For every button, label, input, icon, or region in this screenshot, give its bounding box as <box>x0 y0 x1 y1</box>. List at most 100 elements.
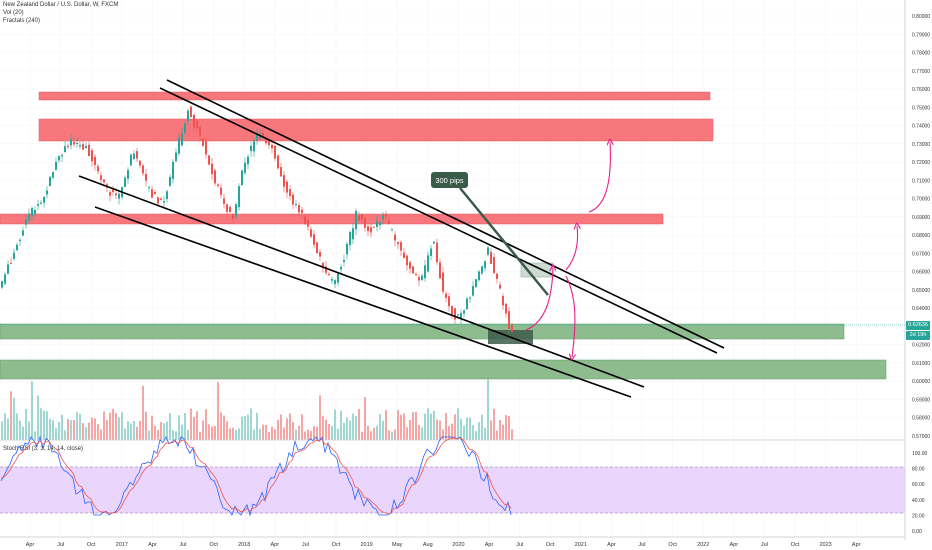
volume-bar <box>58 422 60 440</box>
time-tick-label: 2018 <box>238 542 250 548</box>
volume-bar <box>73 420 75 440</box>
candle-body <box>34 209 36 214</box>
resistance-zone-top[interactable] <box>38 91 711 101</box>
volume-bar <box>1 421 3 440</box>
candle-body <box>43 196 45 203</box>
volume-bar <box>439 420 441 440</box>
support-zone-lower[interactable] <box>0 359 887 380</box>
volume-bar <box>49 419 51 440</box>
candle-body <box>457 314 459 316</box>
candle-body <box>1 281 3 288</box>
candle-body <box>412 266 414 274</box>
candle-body <box>88 144 90 157</box>
volume-bar <box>145 411 147 440</box>
candle-body <box>394 234 396 241</box>
volume-bar <box>337 428 339 440</box>
candle-body <box>409 262 411 269</box>
volume-bar <box>436 419 438 440</box>
target-box[interactable] <box>520 262 554 278</box>
resistance-zone-upper[interactable] <box>38 118 714 142</box>
candle-body <box>256 133 258 141</box>
volume-bar <box>475 431 477 440</box>
volume-bar <box>361 431 363 440</box>
candle-body <box>58 156 60 161</box>
volume-bar <box>172 430 174 440</box>
candle-body <box>295 204 297 206</box>
fractals-indicator-label[interactable]: Fractals (240) <box>3 18 41 24</box>
volume-bar <box>460 418 462 440</box>
candle-body <box>145 174 147 181</box>
stoch-rsi-d-line <box>0 437 512 515</box>
candle-body <box>127 170 129 179</box>
volume-bar <box>505 414 507 440</box>
volume-bar <box>166 421 168 440</box>
volume-bar <box>316 426 318 440</box>
volume-bar <box>487 379 489 440</box>
arrow-down-retest <box>565 275 575 357</box>
candle-body <box>439 262 441 279</box>
volume-bar <box>151 415 153 440</box>
volume-bar <box>34 431 36 440</box>
volume-bar <box>217 382 219 440</box>
time-tick-label: Jul <box>761 542 768 548</box>
candle-body <box>61 155 63 157</box>
lower-channel-line-1[interactable] <box>78 175 645 388</box>
candle-body <box>187 110 189 122</box>
volume-bar <box>13 397 15 440</box>
candle-body <box>241 170 243 185</box>
upper-channel-line-2[interactable] <box>159 87 718 354</box>
price-axis[interactable]: 0.80000 0.79000 0.78000 0.77000 0.76000 0.750… <box>912 14 930 440</box>
price-tick-label: 0.60000 <box>912 379 930 385</box>
candle-body <box>112 189 114 193</box>
candle-body <box>160 198 162 200</box>
upper-channel-line-1[interactable] <box>166 79 725 349</box>
channel-lines[interactable] <box>78 79 725 398</box>
candle-body <box>235 204 237 217</box>
rsi-tick-label: 0.00 <box>912 529 922 535</box>
price-tick-label: 0.71000 <box>912 178 930 184</box>
volume-bar <box>196 411 198 440</box>
candlestick-series[interactable] <box>1 105 513 334</box>
vol-indicator-label[interactable]: Vol (20) <box>3 10 24 16</box>
volume-bar <box>268 431 270 440</box>
candle-body <box>499 284 501 289</box>
candle-body <box>25 219 27 225</box>
rsi-tick-label: 40.00 <box>912 498 925 504</box>
volume-bar <box>70 420 72 440</box>
stoch-rsi-title[interactable]: Stoch RSI (3, 3, 14, 14, close) <box>3 446 84 452</box>
time-tick-label: Jul <box>57 542 64 548</box>
callout-box[interactable] <box>431 172 468 188</box>
volume-bar <box>205 409 207 440</box>
lower-channel-line-2[interactable] <box>94 206 632 398</box>
time-tick-label: Jul <box>302 542 309 548</box>
volume-bar <box>424 413 426 440</box>
volume-bar <box>106 420 108 440</box>
volume-bar <box>130 423 132 440</box>
candle-body <box>460 312 462 319</box>
resistance-zone-middle[interactable] <box>0 213 664 225</box>
price-tick-label: 0.78000 <box>912 51 930 57</box>
candle-body <box>301 209 303 213</box>
volume-bar <box>484 427 486 440</box>
price-tick-label: 0.66000 <box>912 270 930 276</box>
time-axis[interactable]: Apr Jul Oct 2017 Apr Jul Oct 2018 Apr Jul Oct 2019 M… <box>26 542 861 548</box>
volume-bar <box>190 408 192 440</box>
candle-body <box>280 167 282 177</box>
candle-body <box>331 279 333 281</box>
candle-body <box>418 277 420 281</box>
volume-bar <box>142 385 144 440</box>
arrow-up-mid <box>565 226 578 271</box>
time-tick-label: Apr <box>607 542 616 548</box>
volume-bar <box>412 412 414 440</box>
volume-bar <box>325 419 327 440</box>
time-tick-label: 2022 <box>697 542 709 548</box>
symbol-title[interactable]: New Zealand Dollar / U.S. Dollar, W, FXC… <box>3 2 119 8</box>
time-tick-label: Jul <box>179 542 186 548</box>
volume-bar <box>46 411 48 440</box>
volume-bar <box>463 425 465 440</box>
candle-body <box>211 163 213 175</box>
volume-bar <box>367 425 369 440</box>
candle-body <box>307 220 309 227</box>
support-zone-upper[interactable] <box>0 323 845 340</box>
